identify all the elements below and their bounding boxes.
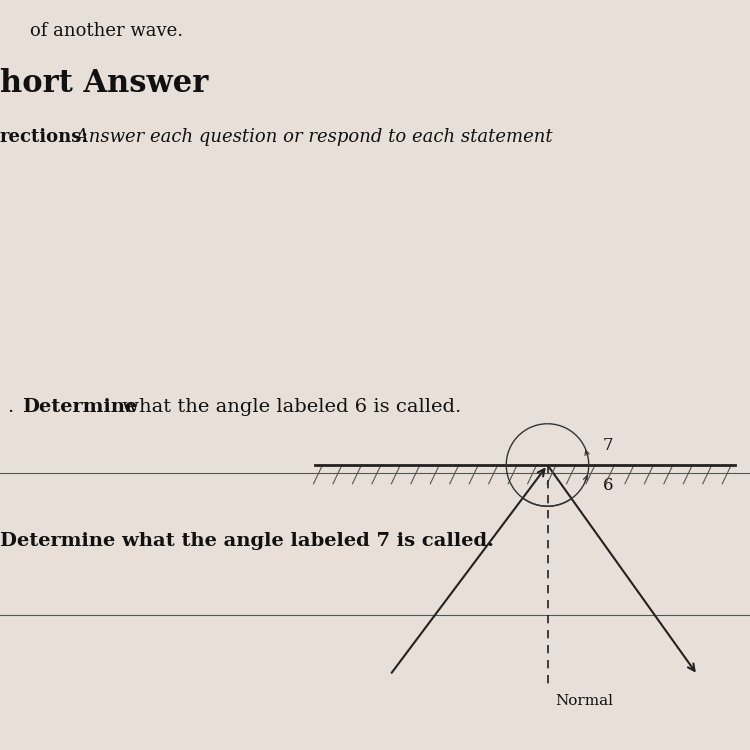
Text: Determine: Determine (22, 398, 138, 416)
Text: 6: 6 (603, 477, 613, 494)
Text: rections:: rections: (0, 128, 89, 146)
Text: Normal: Normal (555, 694, 613, 708)
Text: what the angle labeled 6 is called.: what the angle labeled 6 is called. (116, 398, 461, 416)
Text: of another wave.: of another wave. (30, 22, 183, 40)
Text: Determine what the angle labeled 7 is called.: Determine what the angle labeled 7 is ca… (0, 532, 494, 550)
Text: 7: 7 (603, 437, 613, 454)
Text: .: . (8, 398, 20, 416)
Text: Answer each question or respond to each statement: Answer each question or respond to each … (70, 128, 552, 146)
Text: hort Answer: hort Answer (0, 68, 209, 98)
